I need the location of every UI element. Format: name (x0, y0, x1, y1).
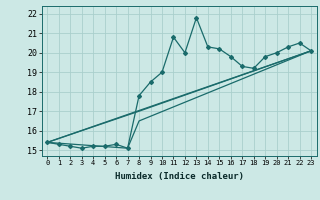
X-axis label: Humidex (Indice chaleur): Humidex (Indice chaleur) (115, 172, 244, 181)
